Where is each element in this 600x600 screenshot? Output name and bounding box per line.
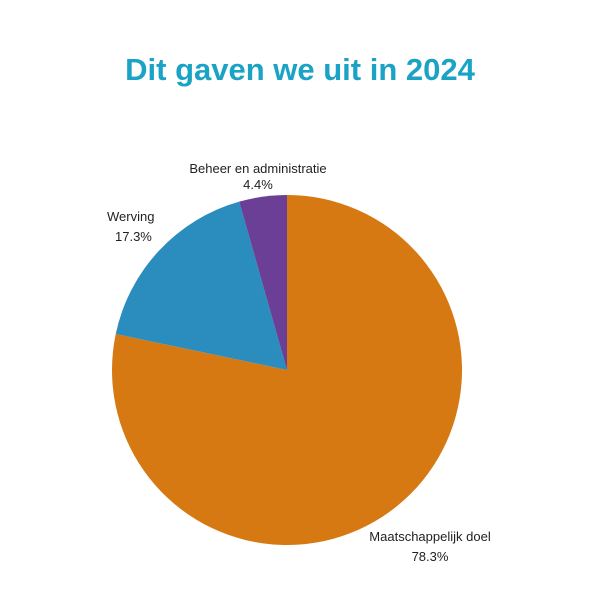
slice-label-name: Maatschappelijk doel [369,529,491,544]
pie-labels: Maatschappelijk doel 78.3% Werving 17.3% Beh… [107,161,491,564]
chart-title: Dit gaven we uit in 2024 [125,52,475,87]
pie-slice-3 [239,195,287,370]
slice-label-value: 4.4% [243,177,273,192]
slice-label-value: 17.3% [115,229,152,244]
slice-label-name: Beheer en administratie [189,161,326,176]
pie-slice-1 [111,195,462,545]
slice-label-value: 78.3% [412,549,449,564]
pie-slices [111,195,462,545]
slice-label-name: Werving [107,209,154,224]
pie-slice-2 [115,201,287,370]
